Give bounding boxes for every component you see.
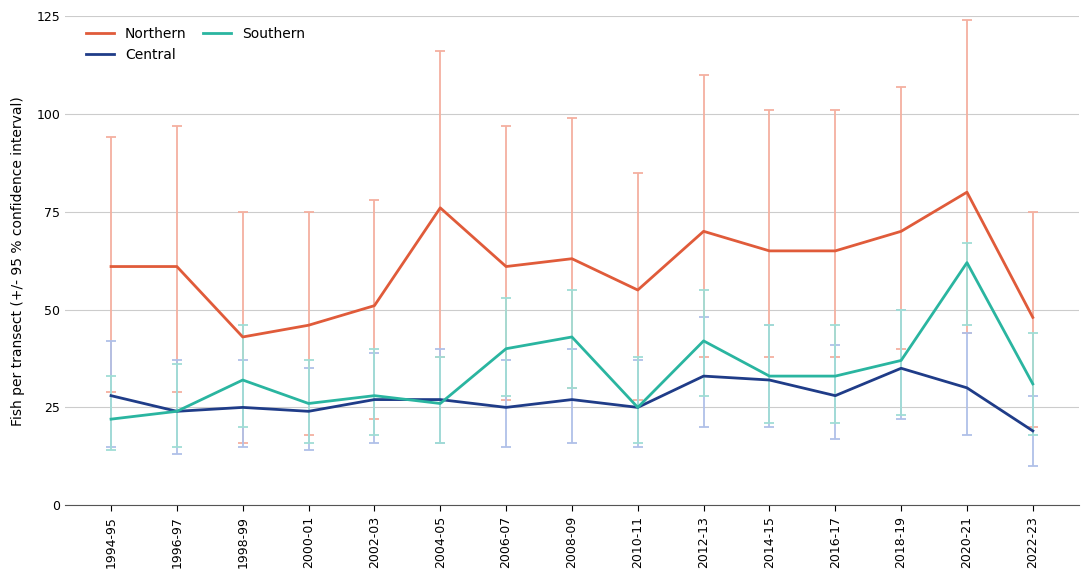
Legend: Northern, Central, Southern: Northern, Central, Southern [82, 23, 310, 67]
Y-axis label: Fish per transect (+/- 95 % confidence interval): Fish per transect (+/- 95 % confidence i… [11, 96, 25, 426]
